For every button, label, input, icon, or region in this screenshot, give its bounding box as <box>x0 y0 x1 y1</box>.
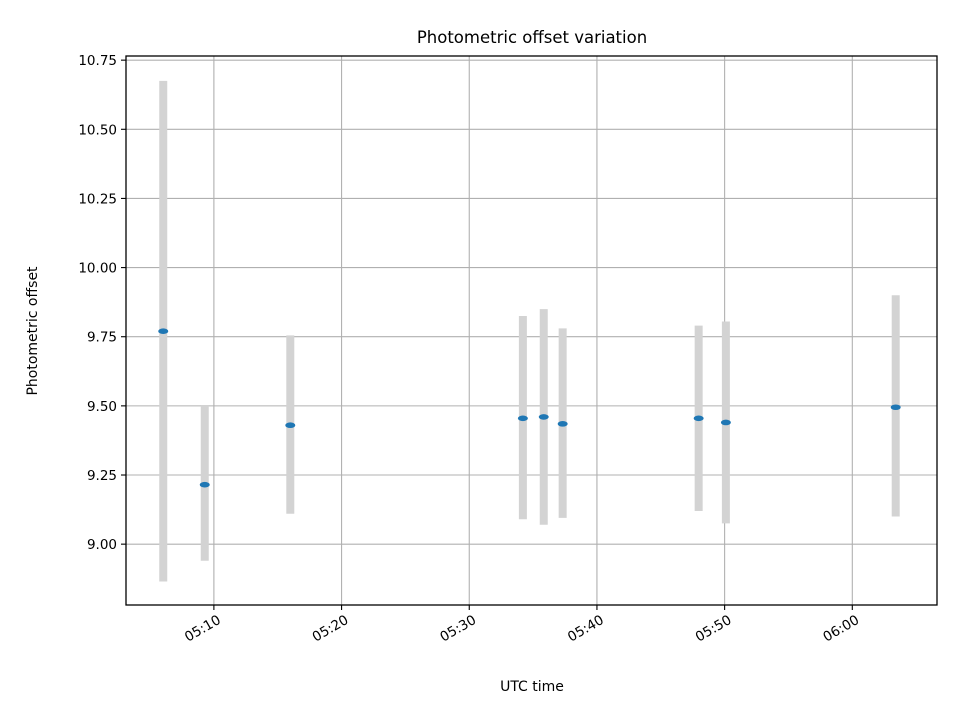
data-point <box>517 415 528 422</box>
data-point <box>285 422 296 429</box>
data-point <box>693 415 704 422</box>
data-point <box>720 419 731 426</box>
x-tick-label: 05:20 <box>310 612 352 645</box>
x-axis-title: UTC time <box>500 679 564 695</box>
data-point <box>158 328 169 334</box>
grid <box>126 56 937 605</box>
plot-frame <box>125 55 938 606</box>
y-tick-label: 9.75 <box>87 330 117 346</box>
y-tick-label: 10.00 <box>78 261 117 277</box>
x-tick-label: 05:50 <box>693 612 735 645</box>
x-tick-label: 06:00 <box>820 612 862 645</box>
error-bars <box>159 80 900 582</box>
data-point <box>538 414 549 420</box>
x-axis: 05:10 05:20 05:30 05:40 05:50 06:00 <box>182 605 862 645</box>
y-axis: 9.00 9.25 9.50 9.75 10.00 10.25 10.50 10.75 <box>78 53 126 553</box>
y-axis-title: Photometric offset <box>25 266 41 396</box>
y-tick-label: 9.00 <box>87 537 117 553</box>
data-point <box>557 421 568 427</box>
chart-title: Photometric offset variation <box>417 28 647 47</box>
data-points <box>158 328 901 488</box>
y-tick-label: 10.50 <box>78 122 117 138</box>
y-tick-label: 9.50 <box>87 399 117 415</box>
y-tick-label: 9.25 <box>87 468 117 484</box>
y-tick-label: 10.25 <box>78 191 117 207</box>
x-tick-label: 05:30 <box>437 612 479 645</box>
x-tick-label: 05:40 <box>565 612 607 645</box>
y-tick-label: 10.75 <box>78 53 117 69</box>
data-point <box>890 404 901 411</box>
x-tick-label: 05:10 <box>182 612 224 645</box>
data-point <box>199 481 210 488</box>
